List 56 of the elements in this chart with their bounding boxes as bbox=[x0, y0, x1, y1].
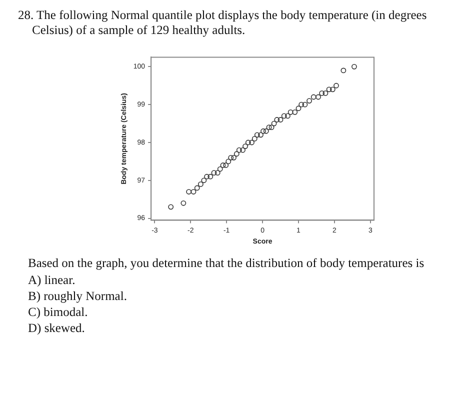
point bbox=[281, 113, 287, 119]
text: A) linear. bbox=[28, 273, 76, 288]
point bbox=[306, 98, 312, 104]
point bbox=[201, 178, 207, 184]
text: D) skewed. bbox=[28, 321, 86, 336]
point bbox=[340, 68, 346, 74]
point bbox=[316, 94, 321, 100]
point bbox=[292, 109, 298, 115]
point bbox=[220, 162, 226, 168]
text: C) bimodal. bbox=[28, 305, 89, 320]
point bbox=[296, 106, 302, 112]
point bbox=[208, 174, 214, 180]
point bbox=[352, 64, 357, 70]
point bbox=[319, 90, 325, 96]
point bbox=[186, 189, 192, 194]
point bbox=[278, 117, 284, 122]
point bbox=[249, 140, 254, 146]
point bbox=[252, 136, 258, 142]
point bbox=[242, 144, 248, 149]
point bbox=[234, 151, 240, 157]
point bbox=[330, 86, 336, 92]
point bbox=[288, 109, 294, 115]
point bbox=[298, 102, 304, 108]
point bbox=[322, 90, 328, 96]
point bbox=[190, 189, 196, 194]
point bbox=[271, 120, 277, 126]
point bbox=[274, 117, 280, 122]
point bbox=[302, 102, 308, 108]
point bbox=[214, 170, 220, 176]
point bbox=[266, 124, 272, 130]
point bbox=[254, 132, 260, 138]
point bbox=[211, 170, 217, 176]
point bbox=[268, 124, 274, 130]
point bbox=[263, 128, 269, 134]
point bbox=[204, 174, 210, 180]
point bbox=[180, 200, 186, 206]
point bbox=[285, 113, 290, 119]
point bbox=[334, 82, 339, 88]
point bbox=[245, 140, 251, 146]
point bbox=[194, 185, 200, 191]
point bbox=[217, 166, 223, 172]
point bbox=[326, 86, 332, 92]
point bbox=[198, 181, 204, 187]
point bbox=[231, 154, 236, 160]
text: B) roughly Normal. bbox=[28, 289, 128, 304]
point bbox=[258, 132, 264, 138]
point bbox=[226, 158, 232, 164]
point bbox=[310, 94, 316, 100]
point bbox=[240, 147, 246, 153]
chart-title: 28. The following Normal quantile plot displays the body temperature (in degrees Celsius) of a sample of 129 healthy adults. bbox=[17, 8, 428, 38]
point bbox=[223, 162, 229, 168]
point bbox=[260, 128, 266, 134]
point bbox=[236, 147, 242, 153]
point bbox=[228, 154, 234, 160]
point bbox=[168, 204, 174, 210]
text: Based on the graph, you determine that the distribution of body temperatures is bbox=[28, 256, 426, 271]
